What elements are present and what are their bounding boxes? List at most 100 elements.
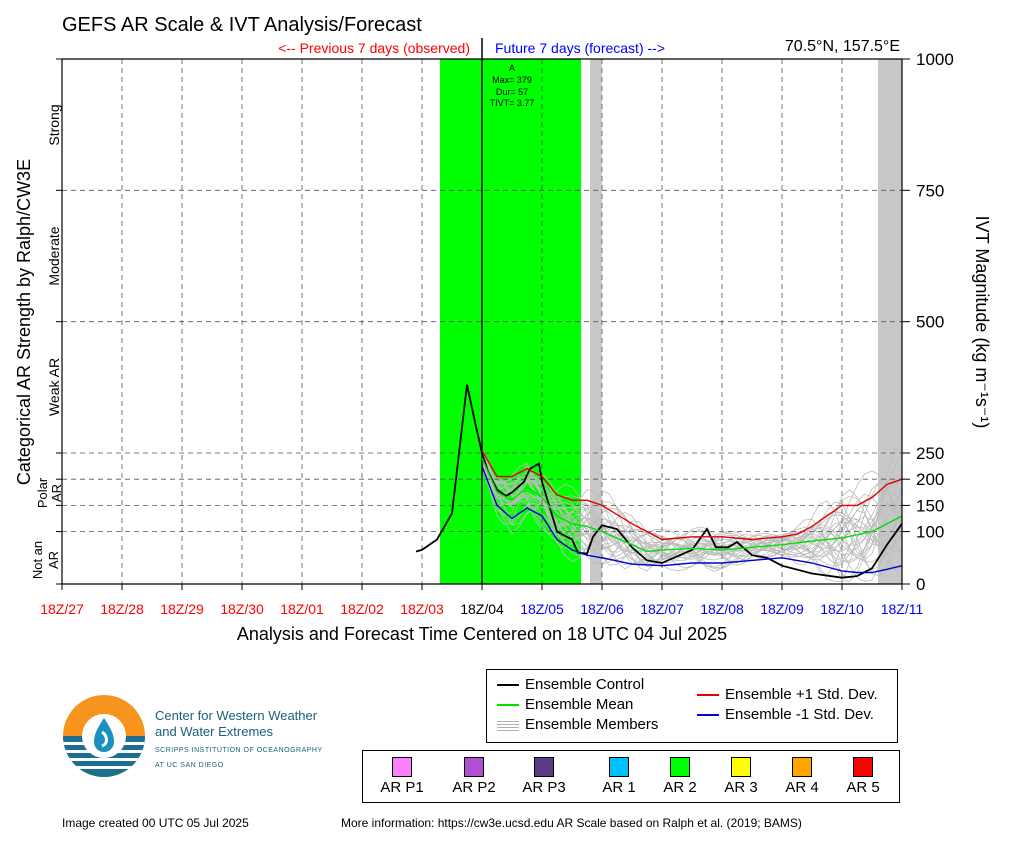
y-tick-label: 750 bbox=[916, 181, 944, 200]
x-tick-label: 18Z/27 bbox=[40, 601, 84, 617]
ensemble-member-line bbox=[481, 449, 903, 579]
legend-minus-sd-swatch bbox=[697, 713, 719, 716]
legend-mean-swatch bbox=[497, 703, 519, 706]
x-axis-label: Analysis and Forecast Time Centered on 1… bbox=[237, 624, 727, 644]
y-tick-label: 150 bbox=[916, 496, 944, 515]
ensemble-series bbox=[415, 384, 903, 579]
x-tick-label: 18Z/29 bbox=[160, 601, 204, 617]
category-swatch bbox=[392, 757, 412, 777]
legend-plus-sd-label: Ensemble +1 Std. Dev. bbox=[725, 686, 878, 703]
category-label-left: Weak AR bbox=[46, 358, 62, 416]
ar-category-legend: AR P1 AR P2 AR P3 AR 1 AR 2 AR 3 AR 4 AR… bbox=[362, 750, 900, 803]
category-polar-ar-line1: Polar bbox=[35, 477, 50, 508]
category-label-left: Moderate bbox=[46, 226, 62, 285]
ar-annotation: A Max= 379 Dur= 57 TIVT= 3.77 bbox=[490, 63, 535, 108]
series-legend: Ensemble Control Ensemble Mean Ensemble … bbox=[486, 669, 898, 743]
category-label-left: Strong bbox=[46, 104, 62, 145]
category-not-an-ar-line1: Not an bbox=[30, 541, 45, 579]
x-tick-label: 18Z/09 bbox=[760, 601, 804, 617]
category-ar-2: AR 2 bbox=[645, 757, 715, 796]
category-label: AR 5 bbox=[846, 779, 880, 796]
chart-labels: 0 100 150 200 250 500 750 1000 18Z/27 18Z/28 18Z/2… bbox=[30, 50, 954, 617]
ensemble-member-line bbox=[481, 465, 903, 563]
category-swatch bbox=[670, 757, 690, 777]
ensemble-member-line bbox=[481, 456, 903, 582]
ensemble-members bbox=[481, 448, 903, 582]
x-tick-label: 18Z/06 bbox=[580, 601, 624, 617]
logo-line-4: AT UC SAN DIEGO bbox=[155, 762, 224, 769]
annotation-label: A bbox=[509, 63, 515, 73]
observed-label: <-- Previous 7 days (observed) bbox=[278, 40, 470, 56]
x-tick-label: 18Z/04 bbox=[460, 601, 504, 617]
annotation-tivt: TIVT= 3.77 bbox=[490, 98, 535, 108]
category-ar-4: AR 4 bbox=[767, 757, 837, 796]
category-swatch bbox=[853, 757, 873, 777]
logo-line-1: Center for Western Weather bbox=[155, 708, 318, 723]
category-swatch bbox=[731, 757, 751, 777]
category-label: AR P1 bbox=[380, 779, 424, 796]
footer-created: Image created 00 UTC 05 Jul 2025 bbox=[62, 816, 249, 830]
chart-grid bbox=[62, 38, 902, 584]
legend-control-label: Ensemble Control bbox=[525, 676, 645, 693]
chart-title: GEFS AR Scale & IVT Analysis/Forecast bbox=[62, 14, 422, 36]
legend-mean-label: Ensemble Mean bbox=[525, 696, 634, 713]
legend-members: Ensemble Members bbox=[497, 716, 658, 733]
legend-members-label: Ensemble Members bbox=[525, 716, 659, 733]
category-swatch bbox=[609, 757, 629, 777]
legend-control-swatch bbox=[497, 683, 519, 686]
x-tick-label: 18Z/30 bbox=[220, 601, 264, 617]
series-line bbox=[481, 457, 903, 553]
ensemble-member-line bbox=[481, 461, 903, 582]
annotation-dur: Dur= 57 bbox=[496, 87, 528, 97]
x-tick-label: 18Z/07 bbox=[640, 601, 684, 617]
left-axis-label: Categorical AR Strength by Ralph/CW3E bbox=[14, 159, 34, 485]
ensemble-member-line bbox=[481, 449, 903, 564]
legend-members-swatch bbox=[497, 720, 519, 731]
footer-info: More information: https://cw3e.ucsd.edu … bbox=[341, 816, 802, 830]
series-line bbox=[415, 384, 903, 579]
series-line bbox=[481, 465, 903, 574]
series-line bbox=[481, 450, 903, 541]
category-ar-p3: AR P3 bbox=[509, 757, 579, 796]
x-tick-label: 18Z/01 bbox=[280, 601, 324, 617]
category-ar-3: AR 3 bbox=[706, 757, 776, 796]
category-label: AR 2 bbox=[663, 779, 697, 796]
legend-minus-sd-label: Ensemble -1 Std. Dev. bbox=[725, 706, 874, 723]
x-tick-label: 18Z/05 bbox=[520, 601, 564, 617]
logo-line-3: SCRIPPS INSTITUTION OF OCEANOGRAPHY bbox=[155, 747, 323, 754]
y-tick-label: 200 bbox=[916, 470, 944, 489]
legend-plus-sd: Ensemble +1 Std. Dev. bbox=[697, 686, 878, 703]
x-tick-label: 18Z/03 bbox=[400, 601, 444, 617]
category-ar-p1: AR P1 bbox=[367, 757, 437, 796]
x-tick-label: 18Z/02 bbox=[340, 601, 384, 617]
legend-control: Ensemble Control bbox=[497, 676, 644, 693]
category-ar-1: AR 1 bbox=[584, 757, 654, 796]
x-tick-label: 18Z/11 bbox=[881, 601, 924, 617]
category-label: AR P2 bbox=[452, 779, 496, 796]
y-tick-label: 500 bbox=[916, 313, 944, 332]
category-label: AR 3 bbox=[724, 779, 758, 796]
x-tick-label: 18Z/28 bbox=[100, 601, 144, 617]
legend-minus-sd: Ensemble -1 Std. Dev. bbox=[697, 706, 874, 723]
legend-mean: Ensemble Mean bbox=[497, 696, 633, 713]
category-ar-p2: AR P2 bbox=[439, 757, 509, 796]
category-label: AR P3 bbox=[522, 779, 566, 796]
annotation-max: Max= 379 bbox=[492, 75, 532, 85]
category-not-an-ar-line2: AR bbox=[46, 551, 61, 569]
chart-axes bbox=[56, 58, 910, 590]
y-tick-label: 1000 bbox=[916, 50, 954, 69]
category-label: AR 4 bbox=[785, 779, 819, 796]
ensemble-member-line bbox=[481, 467, 903, 577]
x-tick-label: 18Z/08 bbox=[700, 601, 744, 617]
ensemble-member-line bbox=[481, 458, 903, 558]
logo-text: Center for Western Weather and Water Ext… bbox=[155, 708, 323, 770]
ensemble-member-line bbox=[481, 457, 903, 571]
x-tick-label: 18Z/10 bbox=[820, 601, 864, 617]
y-tick-label: 250 bbox=[916, 444, 944, 463]
category-swatch bbox=[792, 757, 812, 777]
category-polar-ar-line2: AR bbox=[49, 484, 64, 502]
y-tick-label: 100 bbox=[916, 523, 944, 542]
cw3e-logo bbox=[63, 695, 145, 777]
category-ar-5: AR 5 bbox=[828, 757, 898, 796]
category-label: AR 1 bbox=[602, 779, 636, 796]
